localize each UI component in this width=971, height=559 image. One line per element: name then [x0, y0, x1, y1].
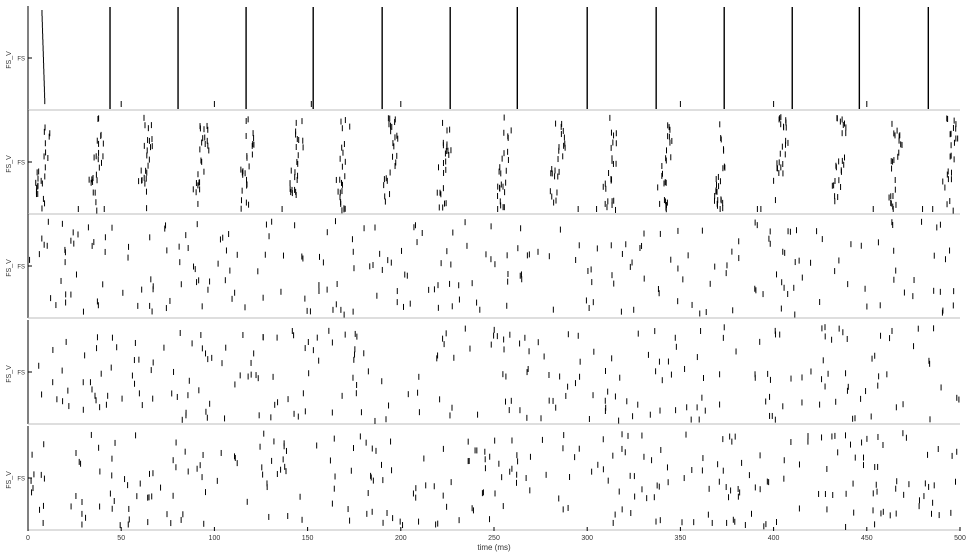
x-tick-label: 50 — [117, 535, 125, 542]
y-axis-label: FS_V — [6, 51, 13, 69]
x-axis-label: time (ms) — [477, 543, 511, 552]
raster-panel-2: FS FS_V — [6, 110, 960, 215]
y-tick-label: FS — [17, 265, 25, 271]
y-tick-label: FS — [17, 371, 25, 377]
y-axis-label: FS_V — [6, 365, 13, 383]
x-tick-label: 300 — [581, 535, 593, 542]
y-axis-label: FS_V — [6, 471, 13, 489]
raster-panel-3: FS FS_V — [6, 214, 960, 319]
raster-panel-4: FS FS_V — [6, 320, 960, 425]
panels-group: FS FS_V FS FS_V FS FS_V FS FS_V FS FS_V — [6, 6, 960, 531]
y-axis-label: FS_V — [6, 155, 13, 173]
x-tick-label: 150 — [302, 535, 314, 542]
x-tick-label: 500 — [954, 535, 966, 542]
x-tick-label: 400 — [768, 535, 780, 542]
y-axis-label: FS_V — [6, 259, 13, 277]
x-tick-label: 100 — [209, 535, 221, 542]
raster-panel-5: FS FS_V — [6, 426, 960, 531]
x-tick-label: 350 — [675, 535, 687, 542]
y-tick-label: FS — [17, 477, 25, 483]
x-tick-label: 200 — [395, 535, 407, 542]
raster-panel-1: FS FS_V — [6, 6, 960, 111]
x-tick-label: 0 — [26, 535, 30, 542]
x-tick-label: 250 — [488, 535, 500, 542]
y-tick-label: FS — [17, 57, 25, 63]
x-tick-label: 450 — [861, 535, 873, 542]
y-tick-label: FS — [17, 161, 25, 167]
x-axis: 0 50 100 150 200 250 300 350 400 450 500 — [26, 527, 966, 542]
